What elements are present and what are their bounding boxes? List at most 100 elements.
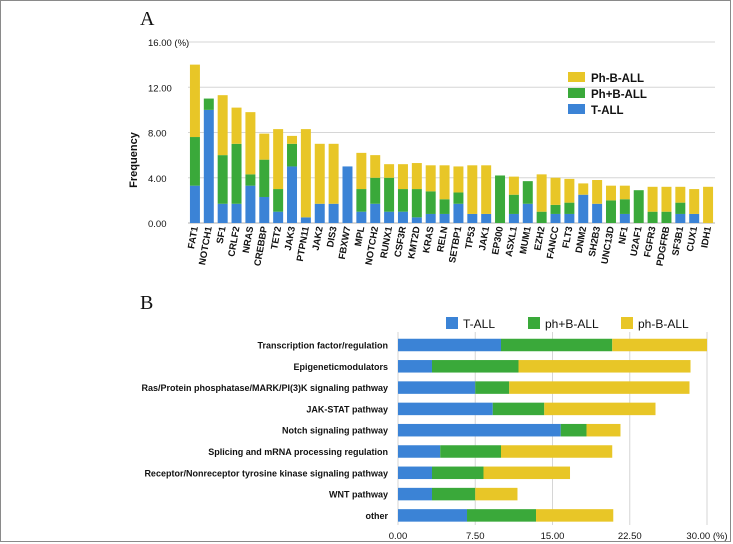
panel-a-gene-label: JAK2: [311, 226, 326, 252]
panel-a-bar-segment: [592, 203, 603, 223]
panel-a-bar-segment: [411, 163, 422, 190]
panel-a-gene-label: RELN: [435, 225, 450, 253]
panel-a-bar-segment: [231, 143, 242, 204]
panel-b-bar-segment: [440, 445, 501, 458]
panel-a-bar-segment: [370, 155, 381, 178]
panel-a-gene-label: MPL: [353, 225, 367, 247]
panel-b-bar-segment: [398, 509, 468, 522]
panel-a-bar-segment: [508, 176, 519, 195]
panel-a-label: A: [140, 8, 155, 30]
panel-a-bar-segment: [647, 186, 658, 212]
panel-a-y-axis-label: Frequency: [128, 131, 140, 188]
panel-a-bar-segment: [259, 133, 270, 160]
panel-a-bar-segment: [481, 213, 492, 223]
panel-a-bar-segment: [689, 213, 700, 223]
panel-b-bar-segment: [398, 445, 441, 458]
panel-a-y-tick-label: 16.00 (%): [148, 38, 189, 49]
panel-a-gene-label: JAK1: [477, 225, 492, 252]
panel-a-bar-segment: [675, 202, 686, 214]
panel-a: A 0.00 4.00 8.00 12.00 16.00 (%) Frequency F…: [128, 8, 715, 267]
panel-a-bar-segment: [287, 166, 298, 223]
panel-a-bar-segment: [703, 186, 714, 223]
panel-a-legend: Ph-B-ALL Ph+B-ALL T-ALL: [568, 72, 647, 117]
panel-a-bar-segment: [467, 165, 478, 214]
panel-a-bar-segment: [189, 185, 200, 223]
panel-a-gene-label: EZH2: [533, 226, 548, 252]
panel-b-bars: [398, 338, 707, 522]
panel-a-bar-segment: [356, 189, 367, 212]
panel-a-bar-segment: [245, 112, 256, 175]
panel-b-label: B: [140, 292, 153, 314]
panel-b: B T-ALL ph+B-ALL ph-B-ALL Transcription fa…: [140, 292, 728, 542]
panel-a-gene-label: ASXL1: [504, 225, 520, 258]
panel-a-gene-label: FLT3: [561, 226, 576, 250]
panel-a-bar-segment: [439, 165, 450, 200]
panel-a-bar-segment: [522, 203, 533, 223]
panel-a-bar-segment: [675, 213, 686, 223]
panel-b-legend-swatch: [528, 317, 540, 329]
panel-b-category-label: other: [366, 511, 389, 521]
panel-b-category-labels: Transcription factor/regulation Epigeneti…: [141, 341, 388, 521]
panel-b-legend-label: ph-B-ALL: [638, 317, 689, 331]
panel-a-bar-segment: [508, 194, 519, 214]
panel-a-legend-label: Ph-B-ALL: [591, 73, 644, 85]
panel-a-bar-segment: [564, 178, 575, 203]
panel-a-bar-segment: [675, 186, 686, 203]
panel-a-bar-segment: [550, 177, 561, 205]
panel-a-bar-segment: [397, 211, 408, 223]
panel-a-bar-segment: [314, 143, 325, 204]
panel-a-bar-segment: [370, 177, 381, 204]
panel-a-bar-segment: [425, 191, 436, 214]
panel-a-bar-segment: [203, 109, 214, 223]
panel-a-bar-segment: [661, 211, 672, 223]
panel-b-bar-segment: [501, 445, 613, 458]
panel-a-bar-segment: [481, 165, 492, 214]
panel-a-bar-segment: [619, 185, 630, 200]
panel-b-bar-segment: [518, 360, 691, 373]
panel-a-bar-segment: [550, 204, 561, 214]
panel-a-legend-swatch: [568, 88, 585, 98]
panel-a-gene-label: EP300: [490, 226, 506, 256]
panel-a-bar-segment: [439, 199, 450, 214]
panel-b-bar-segment: [544, 402, 656, 416]
panel-b-bar-segment: [492, 402, 545, 416]
panel-a-bar-segment: [453, 203, 464, 223]
panel-a-legend-label: T-ALL: [591, 105, 624, 117]
panel-a-legend-swatch: [568, 104, 585, 114]
panel-b-legend-swatch: [446, 317, 458, 329]
panel-a-bar-segment: [397, 189, 408, 212]
panel-b-category-label: Transcription factor/regulation: [257, 341, 388, 351]
panel-a-bar-segment: [578, 183, 589, 195]
panel-b-x-tick-label: 22.50: [618, 531, 642, 542]
panel-a-bar-segment: [370, 203, 381, 223]
panel-a-bar-segment: [287, 135, 298, 144]
panel-a-bar-segment: [273, 129, 284, 190]
panel-b-category-label: Notch signaling pathway: [282, 426, 388, 436]
panel-a-bar-segment: [578, 194, 589, 223]
panel-b-bar-segment: [431, 466, 484, 480]
panel-b-bar-segment: [398, 466, 432, 480]
panel-a-bar-segment: [425, 213, 436, 223]
panel-b-category-label: Ras/Protein phosphatase/MARK/PI(3)K sign…: [141, 383, 388, 393]
panel-a-gene-label: NRAS: [241, 226, 257, 254]
panel-a-gene-label: CUX1: [685, 225, 700, 253]
panel-a-bar-segment: [300, 217, 311, 223]
panel-b-bar-segment: [398, 360, 432, 373]
panel-b-bar-segment: [509, 381, 690, 394]
panel-a-bar-segment: [217, 95, 228, 156]
panel-b-x-tick-label: 30.00 (%): [686, 531, 727, 542]
panel-a-bar-segment: [564, 202, 575, 214]
panel-a-gene-label: FBXW7: [337, 226, 354, 261]
panel-a-bar-segment: [356, 211, 367, 223]
panel-b-category-label: Receptor/Nonreceptor tyrosine kinase sig…: [144, 468, 388, 478]
panel-a-bar-segment: [397, 164, 408, 190]
panel-a-y-ticks: 0.00 4.00 8.00 12.00 16.00 (%): [148, 38, 189, 230]
panel-a-gene-label: DIS3: [325, 226, 340, 249]
panel-b-bar-segment: [612, 338, 707, 352]
panel-b-bar-segment: [586, 423, 621, 437]
panel-b-bar-segment: [398, 338, 501, 352]
panel-a-bar-segment: [439, 213, 450, 223]
panel-a-gene-label: KRAS: [421, 226, 437, 254]
panel-b-category-label: JAK-STAT pathway: [306, 404, 388, 414]
panel-a-bar-segment: [495, 175, 506, 223]
